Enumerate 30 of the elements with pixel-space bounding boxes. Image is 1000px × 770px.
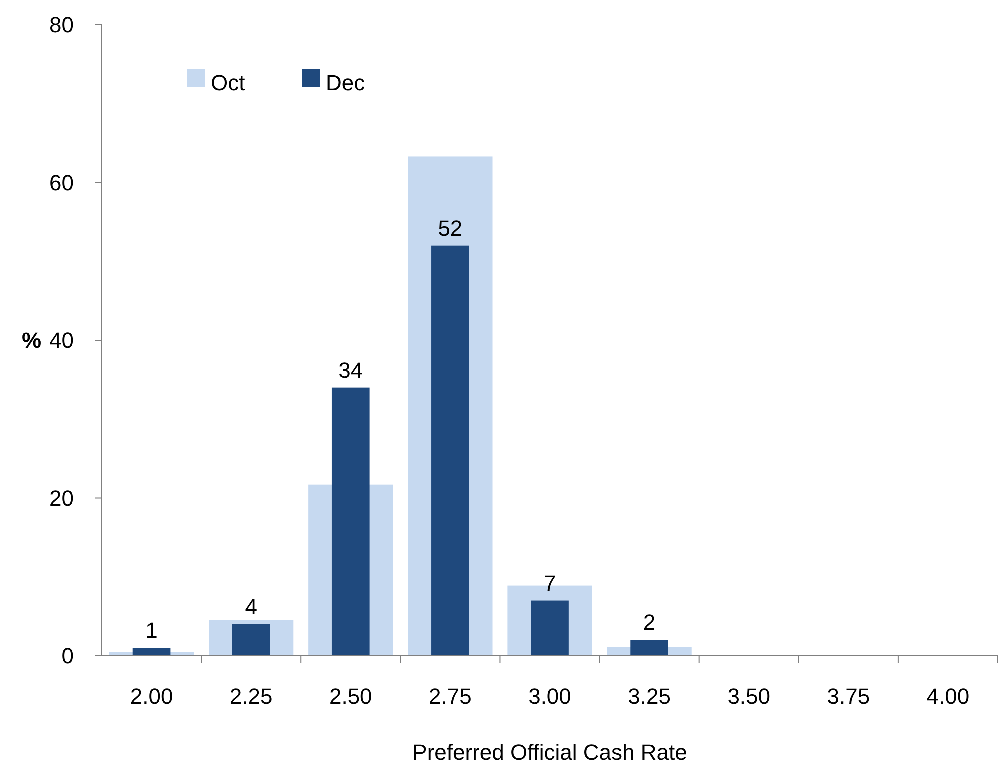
data-label: 7 <box>544 570 556 596</box>
y-tick-label: 80 <box>50 12 74 38</box>
y-tick-label: 20 <box>50 486 74 511</box>
y-tick-label: 0 <box>62 644 74 669</box>
x-tick-label: 3.75 <box>827 684 870 709</box>
x-tick-label: 2.50 <box>329 684 372 709</box>
x-tick-label: 3.50 <box>728 684 771 709</box>
data-label: 34 <box>338 358 364 383</box>
y-tick-label: 40 <box>50 328 74 354</box>
x-tick-label: 3.00 <box>528 684 572 709</box>
data-label: 1 <box>146 618 158 644</box>
bar <box>232 624 270 656</box>
legend-label: Oct <box>211 70 246 96</box>
data-label: 52 <box>438 216 463 241</box>
bar <box>531 600 569 656</box>
data-label: 2 <box>643 610 656 636</box>
bar <box>630 640 668 656</box>
x-tick-label: 2.25 <box>230 684 273 709</box>
x-tick-label: 2.75 <box>429 684 472 709</box>
x-tick-label: 2.00 <box>130 684 174 709</box>
data-label: 4 <box>245 594 258 620</box>
y-tick-label: 60 <box>50 170 74 196</box>
y-axis-title: % <box>22 328 42 354</box>
bar <box>432 246 470 656</box>
x-tick-label: 3.25 <box>628 684 671 709</box>
x-axis-title: Preferred Official Cash Rate <box>412 740 688 765</box>
bar <box>132 648 171 656</box>
legend-label: Dec <box>326 70 366 96</box>
x-tick-label: 4.00 <box>926 684 970 709</box>
bar <box>332 388 370 656</box>
